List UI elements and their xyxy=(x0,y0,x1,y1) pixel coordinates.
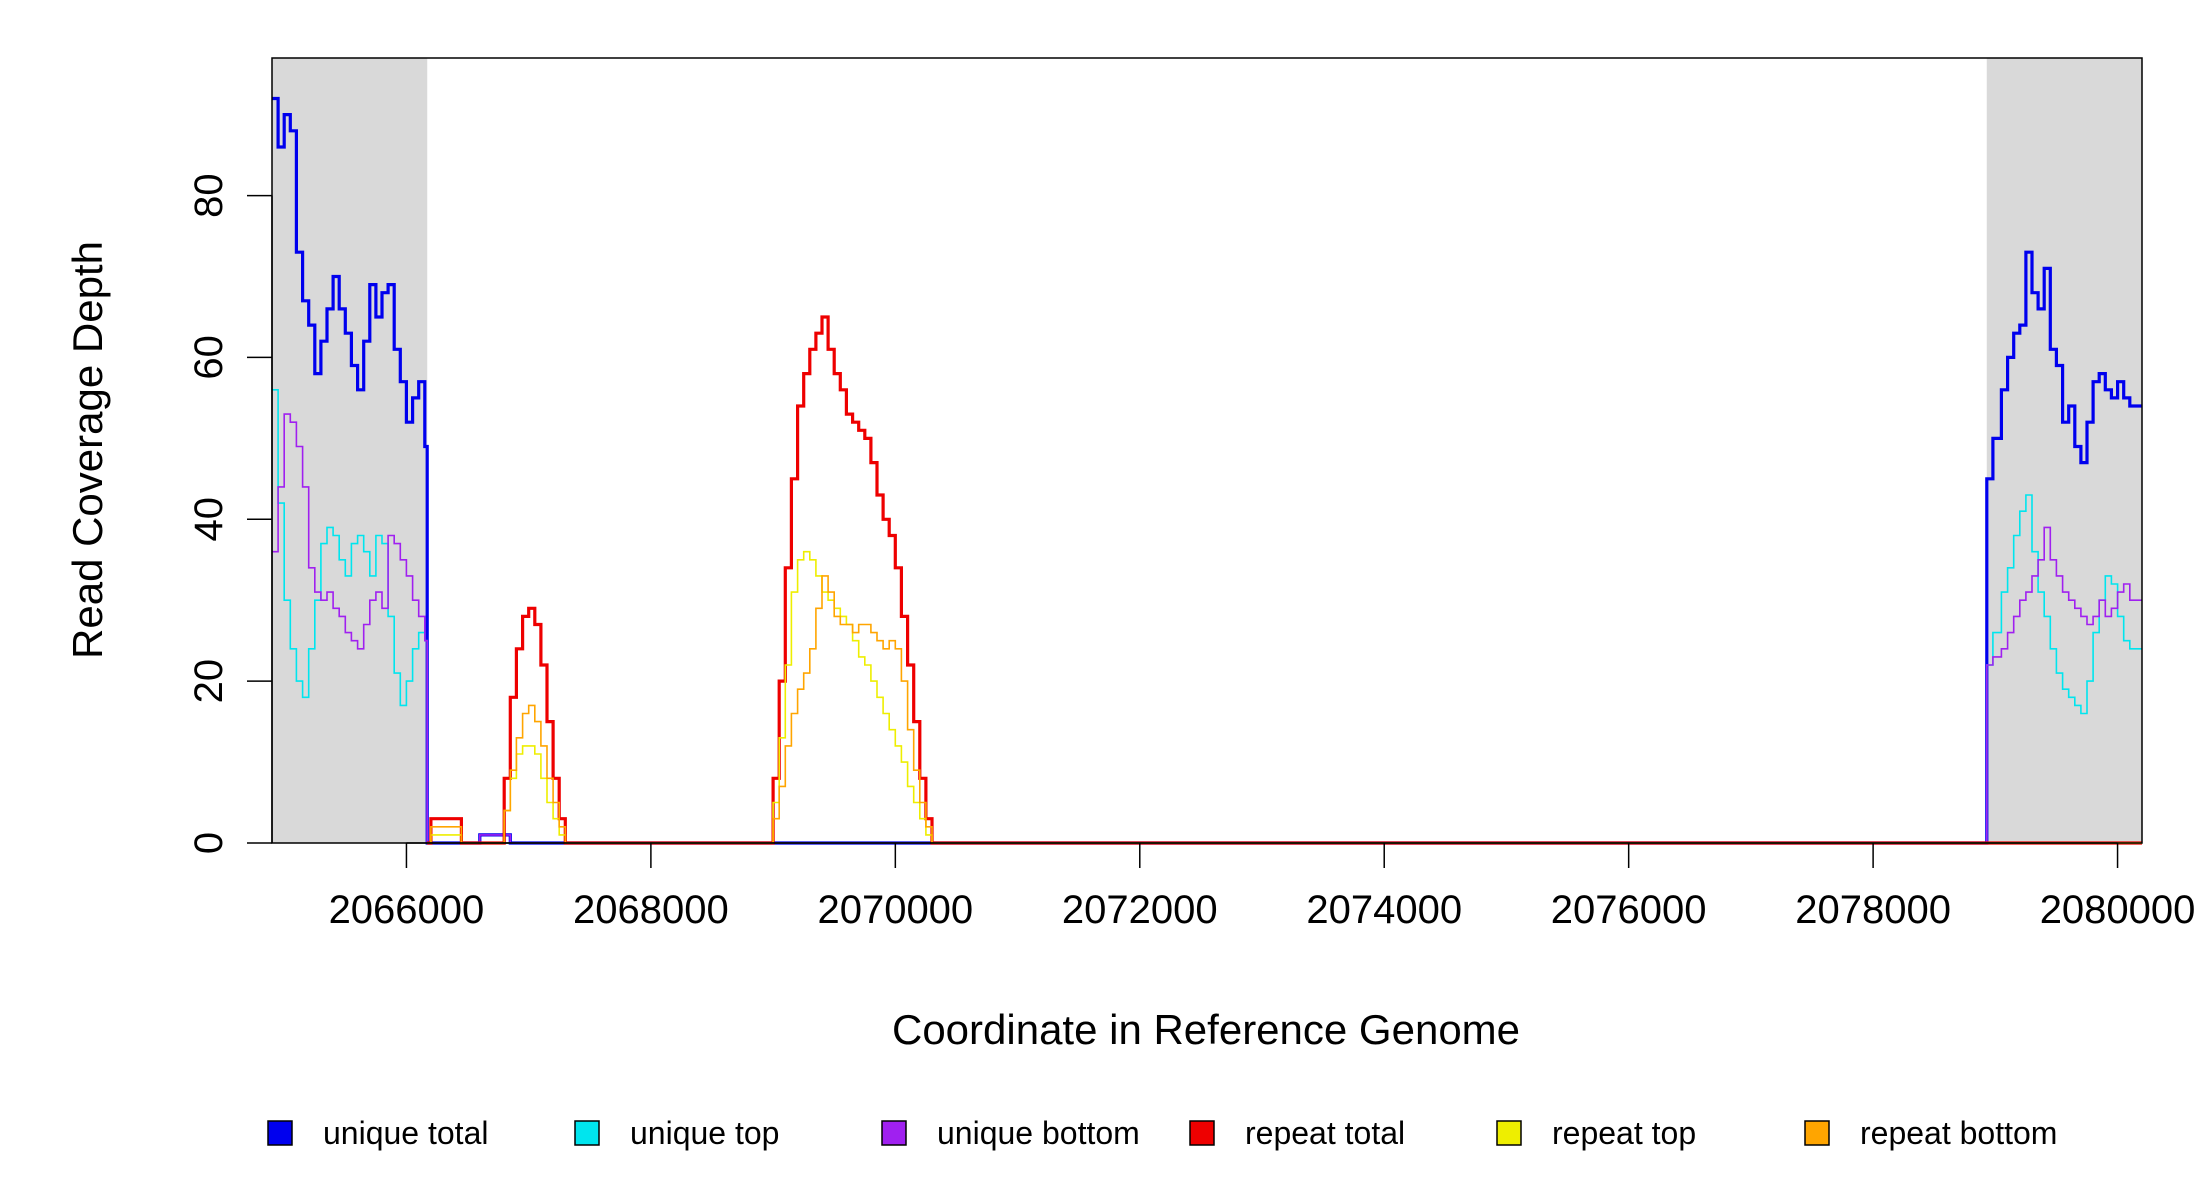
legend-item-unique-top: unique top xyxy=(574,1115,779,1151)
legend-label: repeat top xyxy=(1552,1115,1696,1151)
x-axis-title: Coordinate in Reference Genome xyxy=(892,1006,1520,1053)
y-tick-label: 20 xyxy=(187,659,231,704)
shaded-region-1 xyxy=(1986,58,2142,843)
x-tick-label: 2068000 xyxy=(573,888,729,932)
legend-item-repeat-bottom: repeat bottom xyxy=(1804,1115,2057,1151)
legend: unique total unique top unique bottom repea… xyxy=(267,1115,2057,1151)
x-tick-label: 2078000 xyxy=(1795,888,1951,932)
series-line-repeat-total xyxy=(427,315,2142,845)
y-axis: 0 20 40 60 80 xyxy=(187,173,273,854)
legend-label: unique bottom xyxy=(937,1115,1140,1151)
legend-label: unique total xyxy=(323,1115,488,1151)
y-tick-label: 40 xyxy=(187,497,231,542)
legend-swatch xyxy=(267,1120,293,1146)
legend-swatch xyxy=(574,1120,600,1146)
x-tick-label: 2076000 xyxy=(1551,888,1707,932)
series-line-repeat-bottom xyxy=(427,575,2142,844)
legend-label: repeat bottom xyxy=(1860,1115,2057,1151)
legend-item-repeat-total: repeat total xyxy=(1189,1115,1405,1151)
y-tick-label: 80 xyxy=(187,173,231,218)
x-tick-label: 2074000 xyxy=(1306,888,1462,932)
x-tick-label: 2080000 xyxy=(2040,888,2196,932)
legend-item-unique-total: unique total xyxy=(267,1115,488,1151)
y-axis-title: Read Coverage Depth xyxy=(64,241,111,659)
series-lines xyxy=(272,96,2142,845)
x-tick-label: 2066000 xyxy=(329,888,485,932)
x-tick-label: 2070000 xyxy=(817,888,973,932)
y-tick-label: 60 xyxy=(187,335,231,380)
legend-item-repeat-top: repeat top xyxy=(1496,1115,1696,1151)
x-tick-label: 2072000 xyxy=(1062,888,1218,932)
y-tick-label: 0 xyxy=(187,832,231,854)
legend-swatch xyxy=(881,1120,907,1146)
legend-swatch xyxy=(1496,1120,1522,1146)
x-axis: 2066000 2068000 2070000 2072000 2074000 20760… xyxy=(329,842,2196,932)
legend-swatch xyxy=(1189,1120,1215,1146)
series-line-repeat-top xyxy=(427,550,2142,844)
legend-label: repeat total xyxy=(1245,1115,1405,1151)
legend-label: unique top xyxy=(630,1115,779,1151)
legend-item-unique-bottom: unique bottom xyxy=(881,1115,1140,1151)
legend-swatch xyxy=(1804,1120,1830,1146)
